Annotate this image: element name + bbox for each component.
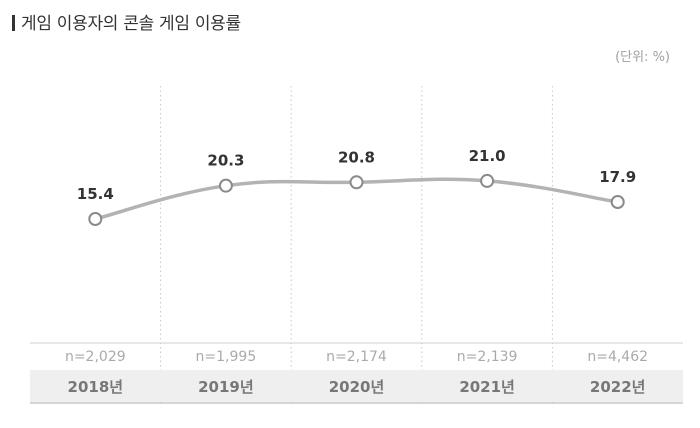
data-point [218, 178, 233, 193]
data-label: 15.4 [77, 185, 114, 203]
sample-size-label: n=2,029 [65, 349, 126, 365]
unit-label: (단위: %) [615, 50, 670, 65]
data-label: 20.3 [207, 152, 244, 170]
category-label: 2022년 [590, 378, 646, 396]
data-label: 21.0 [469, 147, 506, 165]
sample-size-label: n=2,139 [457, 349, 518, 365]
sample-size-label: n=1,995 [196, 349, 257, 365]
chart-title-text: 게임 이용자의 콘솔 게임 이용률 [21, 14, 241, 34]
data-label: 20.8 [338, 148, 375, 166]
title-bar-marker [12, 15, 15, 31]
sample-size-label: n=2,174 [326, 349, 387, 365]
chart-title: 게임 이용자의 콘솔 게임 이용률 [12, 9, 241, 34]
category-band [30, 370, 683, 402]
category-label: 2019년 [198, 378, 254, 396]
category-label: 2018년 [68, 378, 124, 396]
category-label: 2021년 [459, 378, 515, 396]
sample-size-label: n=4,462 [587, 349, 648, 365]
category-label: 2020년 [329, 378, 385, 396]
data-label: 17.9 [599, 168, 636, 186]
data-point [610, 195, 625, 209]
data-point [88, 212, 103, 226]
data-point [480, 173, 495, 188]
data-point [349, 175, 364, 190]
